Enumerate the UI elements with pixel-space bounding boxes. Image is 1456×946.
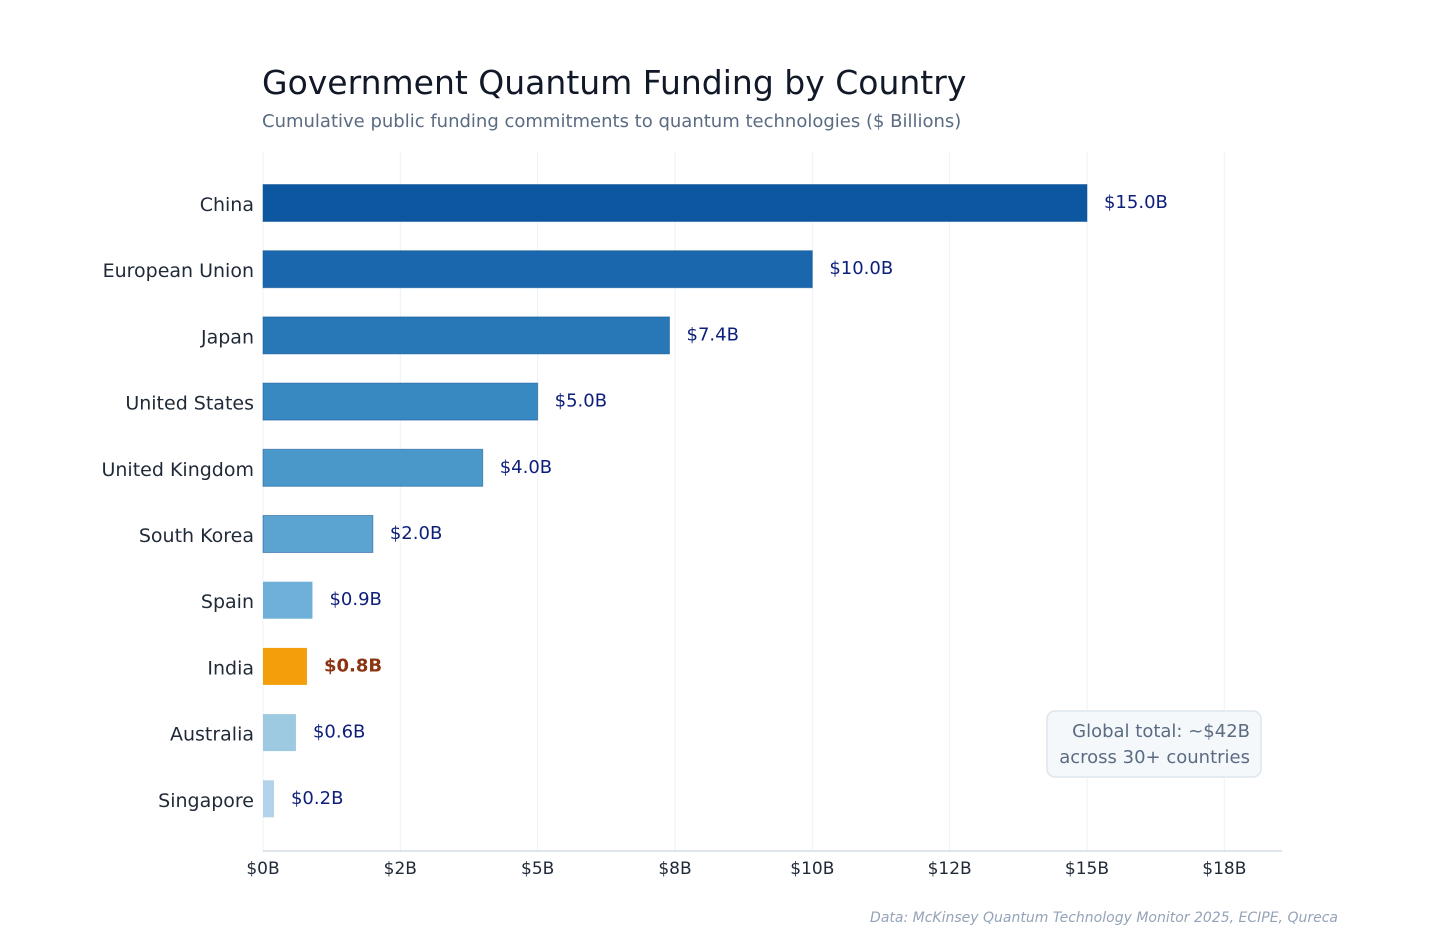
x-tick-label: $12B (928, 859, 972, 879)
category-label: South Korea (139, 525, 254, 547)
annotation-line1: Global total: ~$42B (1072, 721, 1250, 742)
chart-title: Government Quantum Funding by Country (262, 63, 966, 102)
data-label: $15.0B (1104, 192, 1168, 213)
chart-subtitle: Cumulative public funding commitments to… (262, 111, 961, 132)
category-label: United Kingdom (101, 459, 254, 481)
category-label: Australia (170, 724, 254, 746)
category-label: Japan (200, 326, 254, 348)
bar (262, 250, 813, 289)
x-tick-label: $18B (1202, 859, 1246, 879)
category-label: India (207, 657, 254, 679)
annotation-line2: across 30+ countries (1059, 747, 1250, 768)
bar (263, 581, 313, 619)
bar (262, 448, 484, 487)
category-label: European Union (103, 260, 254, 282)
source-note: Data: McKinsey Quantum Technology Monito… (870, 910, 1338, 926)
bar (262, 515, 374, 553)
data-label: $10.0B (829, 258, 893, 279)
x-tick-label: $15B (1065, 859, 1109, 879)
category-label: Singapore (158, 790, 254, 812)
data-label: $0.6B (313, 722, 365, 743)
x-tick-label: $10B (790, 859, 834, 879)
bar (263, 714, 296, 752)
category-label: United States (125, 393, 254, 415)
bar (262, 382, 539, 421)
data-label: $4.0B (500, 457, 552, 478)
bar (262, 184, 1088, 222)
data-label: $0.8B (324, 655, 382, 676)
category-label: China (200, 194, 254, 216)
data-label: $7.4B (687, 324, 739, 345)
bar (262, 316, 671, 355)
x-tick-label: $8B (658, 859, 691, 879)
data-label: $5.0B (555, 391, 607, 412)
annotation-box: Global total: ~$42B across 30+ countries (1046, 710, 1262, 778)
x-tick-label: $2B (384, 859, 417, 879)
bar (263, 780, 274, 818)
x-tick-label: $0B (246, 859, 279, 879)
bar (263, 647, 307, 685)
data-label: $0.2B (291, 788, 343, 809)
category-label: Spain (201, 591, 254, 613)
data-label: $0.9B (329, 589, 381, 610)
x-tick-label: $5B (521, 859, 554, 879)
data-label: $2.0B (390, 523, 442, 544)
